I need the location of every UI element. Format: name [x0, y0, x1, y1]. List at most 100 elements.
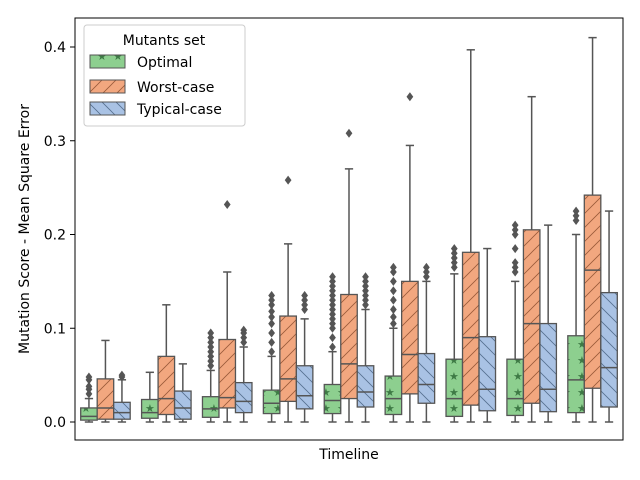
outlier-point [301, 300, 308, 310]
box-body [262, 389, 281, 415]
outlier-point [511, 262, 519, 272]
box-worst-case-3 [218, 200, 237, 423]
box-typical-case-2 [173, 363, 192, 423]
y-axis-label: Mutation Score - Mean Square Error [17, 104, 33, 354]
box-body [539, 322, 558, 413]
outlier-point [207, 361, 215, 371]
box-body [173, 390, 192, 420]
y-tick-label: 0.2 [44, 228, 66, 244]
legend-frame [83, 24, 246, 127]
box-worst-case-2 [157, 304, 176, 423]
box-optimal-6 [384, 262, 403, 423]
box-body [445, 358, 464, 418]
outlier-point [450, 262, 458, 272]
box-optimal-5 [323, 272, 342, 423]
box-body [567, 335, 585, 414]
outlier-point [390, 319, 397, 329]
outlier-point [268, 300, 275, 310]
outlier-point [362, 281, 369, 291]
outlier-point [329, 333, 336, 343]
legend-label-optimal: Optimal [137, 55, 192, 71]
outlier-point [240, 325, 248, 335]
box-body [417, 352, 436, 404]
outlier-point [362, 276, 369, 286]
outlier-point [207, 342, 215, 352]
box-body [323, 383, 342, 415]
box-worst-case-1 [96, 339, 115, 423]
y-tick-label: 0.1 [44, 321, 66, 337]
outlier-point [268, 328, 275, 338]
outlier-point [450, 253, 458, 263]
box-body [234, 381, 253, 414]
outlier-point [390, 262, 397, 272]
box-optimal-4 [262, 290, 281, 423]
outlier-point [511, 258, 519, 268]
outlier-point [207, 337, 215, 347]
box-typical-case-6 [417, 262, 436, 423]
outlier-point [572, 206, 580, 216]
outlier-point [329, 276, 336, 286]
outlier-point [572, 211, 580, 221]
outlier-point [329, 290, 336, 300]
box-typical-case-1 [113, 370, 131, 423]
box-worst-case-4 [279, 175, 298, 423]
y-axis: 0.0 0.1 0.2 0.3 0.4 [44, 40, 75, 431]
outlier-point [362, 286, 369, 296]
outlier-point [284, 175, 292, 185]
outlier-point [362, 290, 369, 300]
box-worst-case-9 [583, 36, 602, 423]
outlier-point [329, 300, 336, 310]
legend-swatch-optimal [89, 54, 126, 69]
box-typical-case-9 [600, 210, 618, 423]
box-body [113, 401, 131, 420]
box-body [96, 378, 115, 420]
outlier-point [511, 244, 519, 254]
outlier-point [329, 281, 336, 291]
box-body [384, 375, 403, 416]
box-typical-case-5 [356, 272, 375, 423]
box-body [400, 280, 419, 395]
outlier-point [268, 306, 275, 316]
outlier-point [450, 248, 458, 258]
outlier-point [390, 267, 397, 277]
box-typical-case-7 [478, 247, 497, 423]
box-body [506, 358, 525, 417]
box-body [600, 291, 618, 408]
outlier-point [329, 305, 336, 314]
outlier-point [362, 295, 369, 305]
box-layer [80, 36, 618, 423]
box-optimal-3 [201, 328, 220, 423]
outlier-point [240, 337, 248, 347]
outlier-point [207, 356, 215, 366]
legend-title: Mutants set [123, 33, 206, 49]
box-optimal-1 [80, 372, 98, 423]
outlier-point [118, 370, 126, 380]
outlier-point [329, 319, 336, 329]
box-body [461, 251, 480, 406]
box-body [583, 194, 602, 389]
box-typical-case-8 [539, 224, 558, 423]
box-worst-case-5 [340, 128, 358, 423]
outlier-point [362, 300, 369, 310]
outlier-point [329, 309, 336, 319]
outlier-point [511, 225, 519, 235]
box-typical-case-4 [295, 290, 314, 423]
box-body [201, 396, 220, 418]
outlier-point [345, 128, 353, 138]
outlier-point [268, 319, 275, 329]
outlier-point [511, 220, 519, 230]
box-body [522, 229, 541, 404]
outlier-point [329, 314, 336, 324]
legend-label-typical-case: Typical-case [136, 102, 222, 118]
outlier-point [207, 347, 215, 357]
y-tick-label: 0.4 [44, 40, 66, 56]
box-body [279, 315, 298, 403]
y-tick-label: 0.3 [44, 134, 66, 150]
box-body [340, 293, 358, 400]
outlier-point [301, 295, 308, 305]
outlier-point [268, 347, 275, 357]
legend-label-worst-case: Worst-case [137, 80, 214, 96]
outlier-point [390, 276, 397, 286]
x-axis-label: Timeline [318, 447, 379, 463]
